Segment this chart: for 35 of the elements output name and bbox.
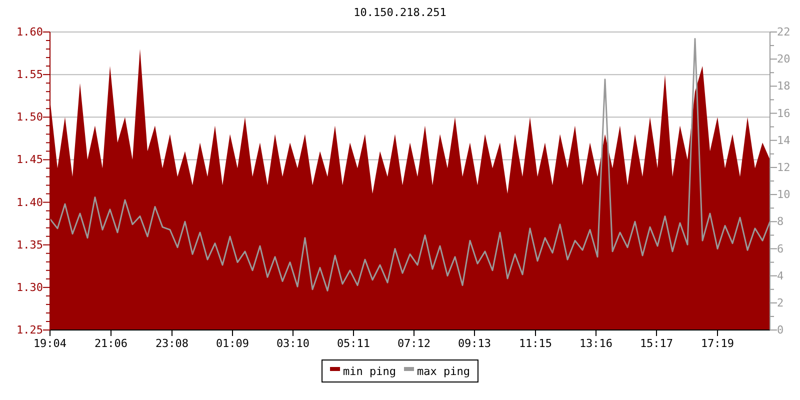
y2-tick-label: 18 bbox=[777, 80, 790, 93]
x-tick-label: 15:17 bbox=[640, 336, 674, 350]
x-tick-label: 09:13 bbox=[458, 336, 492, 350]
y2-tick-label: 10 bbox=[777, 188, 790, 202]
y2-tick-label: 0 bbox=[777, 324, 784, 337]
y2-tick-label: 20 bbox=[777, 52, 790, 66]
chart-title: 10.150.218.251 bbox=[354, 6, 446, 19]
legend-label: max ping bbox=[417, 364, 470, 378]
y-tick-label: 1.40 bbox=[16, 196, 43, 209]
x-tick-label: 21:06 bbox=[94, 336, 128, 350]
y2-tick-label: 16 bbox=[777, 106, 790, 120]
y-tick-label: 1.30 bbox=[16, 280, 43, 294]
x-tick-label: 17:19 bbox=[700, 336, 734, 350]
y2-tick-label: 22 bbox=[777, 26, 790, 39]
x-tick-label: 23:08 bbox=[155, 336, 189, 350]
y2-tick-label: 8 bbox=[777, 215, 784, 228]
y-tick-label: 1.25 bbox=[16, 324, 43, 337]
legend-label: min ping bbox=[343, 364, 396, 378]
x-tick-label: 11:15 bbox=[518, 336, 552, 350]
x-tick-label: 19:04 bbox=[33, 336, 67, 350]
y2-tick-label: 14 bbox=[777, 134, 791, 147]
x-tick-label: 05:11 bbox=[336, 336, 370, 350]
y2-tick-label: 12 bbox=[777, 160, 790, 174]
y-tick-label: 1.45 bbox=[16, 153, 43, 166]
x-tick-label: 13:16 bbox=[579, 336, 613, 350]
y-tick-label: 1.60 bbox=[16, 26, 43, 39]
x-tick-label: 01:09 bbox=[216, 336, 250, 350]
y2-tick-label: 6 bbox=[777, 242, 784, 256]
x-tick-label: 03:10 bbox=[276, 336, 310, 350]
y-tick-label: 1.55 bbox=[16, 68, 43, 82]
y2-tick-label: 2 bbox=[777, 296, 784, 310]
x-tick-label: 07:12 bbox=[397, 336, 431, 350]
y-tick-label: 1.35 bbox=[16, 238, 43, 252]
y2-tick-label: 4 bbox=[777, 269, 784, 282]
y-tick-label: 1.50 bbox=[16, 110, 43, 124]
